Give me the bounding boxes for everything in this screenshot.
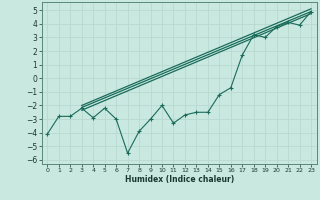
X-axis label: Humidex (Indice chaleur): Humidex (Indice chaleur) <box>124 175 234 184</box>
